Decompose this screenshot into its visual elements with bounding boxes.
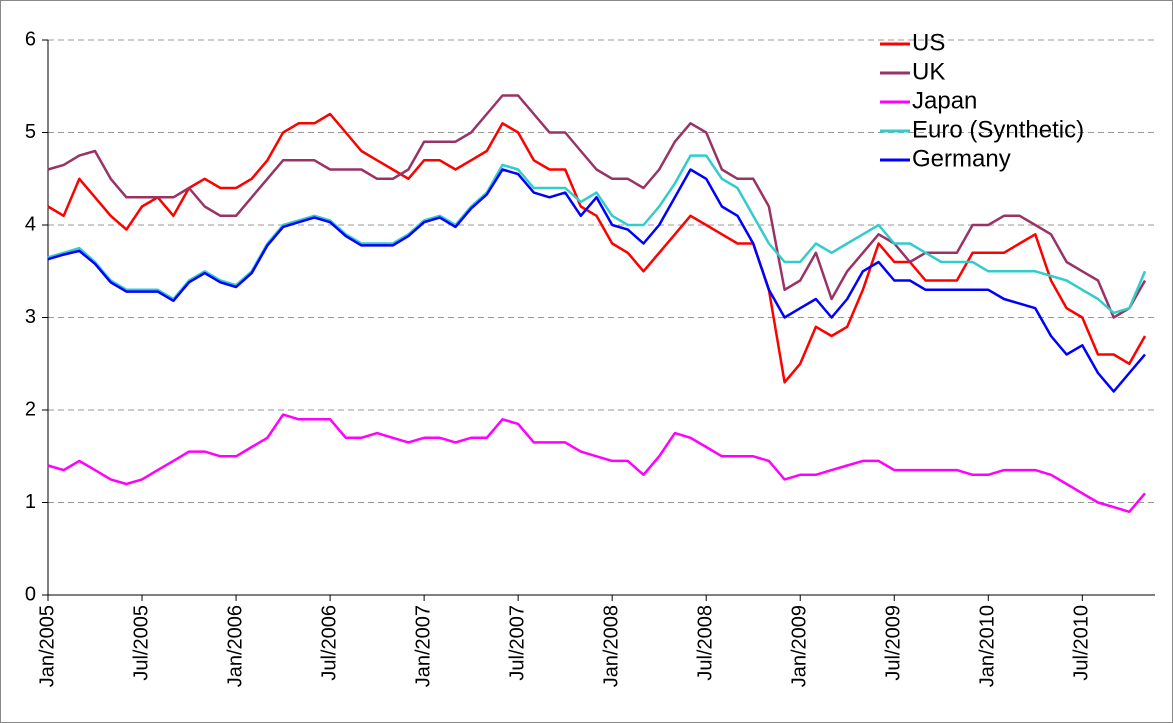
legend-label: Germany [912, 145, 1011, 172]
x-tick-label: Jan/2010 [977, 605, 999, 687]
legend-label: Euro (Synthetic) [912, 116, 1084, 143]
series-line [47, 168, 1146, 393]
series-line [47, 94, 1147, 319]
y-tick-label: 2 [25, 398, 36, 420]
y-tick-label: 4 [25, 213, 36, 235]
x-tick-label: Jan/2008 [600, 605, 622, 687]
x-tick-label: Jul/2005 [130, 605, 152, 681]
x-tick-label: Jan/2007 [412, 605, 434, 687]
x-tick-label: Jul/2009 [883, 605, 905, 681]
legend-label: US [912, 29, 945, 56]
x-tick-label: Jul/2010 [1071, 605, 1093, 681]
y-tick-label: 1 [25, 491, 36, 513]
x-tick-label: Jan/2006 [224, 605, 246, 687]
x-tick-label: Jul/2006 [318, 605, 340, 681]
y-tick-label: 6 [25, 28, 36, 50]
y-tick-label: 5 [25, 121, 36, 143]
y-tick-label: 3 [25, 306, 36, 328]
series-line [47, 112, 1147, 384]
x-tick-label: Jan/2009 [789, 605, 811, 687]
y-tick-label: 0 [25, 583, 36, 605]
series-line [47, 413, 1146, 514]
legend-label: Japan [912, 87, 977, 114]
x-tick-label: Jul/2008 [694, 605, 716, 681]
legend-label: UK [912, 58, 945, 85]
x-tick-label: Jan/2005 [36, 605, 58, 687]
x-tick-label: Jul/2007 [506, 605, 528, 681]
series-line [47, 154, 1147, 315]
